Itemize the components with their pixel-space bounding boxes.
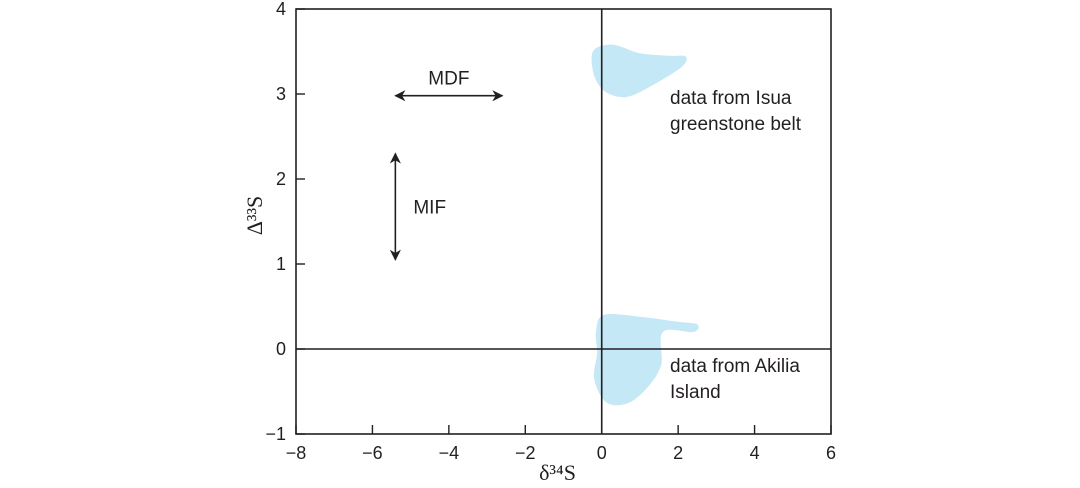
y-axis-label: Δ³³S (242, 196, 267, 236)
y-tick-label: 4 (276, 0, 286, 19)
arrow-label-mif: MIF (413, 198, 446, 219)
data-region-1 (593, 314, 699, 406)
y-tick-label: 3 (276, 84, 286, 104)
y-tick-label: 0 (276, 339, 286, 359)
x-tick-label: 6 (826, 443, 836, 463)
x-tick-label: −2 (515, 443, 536, 463)
x-tick-label: −4 (439, 443, 460, 463)
region-label-0-line-1: greenstone belt (670, 114, 802, 135)
annotations: MDF MIF data from Isua greenstone belt data … (389, 69, 802, 403)
arrow-label-mdf: MDF (428, 69, 469, 90)
data-regions (591, 44, 699, 406)
x-tick-label: 0 (597, 443, 607, 463)
x-axis-label: δ³⁴S (539, 460, 576, 485)
y-tick-label: 1 (276, 254, 286, 274)
axes: −8 −6 −4 −2 0 2 4 6 −1 0 1 2 3 4 δ³⁴S Δ³³S (242, 0, 836, 485)
region-label-1-line-1: Island (670, 382, 721, 403)
region-label-0-line-0: data from Isua (670, 88, 792, 109)
y-tick-label: 2 (276, 169, 286, 189)
plot-frame (295, 8, 832, 435)
region-label-1-line-0: data from Akilia (670, 356, 800, 377)
x-tick-label: −6 (362, 443, 383, 463)
x-tick-label: 2 (673, 443, 683, 463)
data-region-0 (591, 44, 687, 98)
x-tick-label: 4 (750, 443, 760, 463)
y-tick-label: −1 (265, 424, 286, 444)
x-tick-label: −8 (286, 443, 307, 463)
